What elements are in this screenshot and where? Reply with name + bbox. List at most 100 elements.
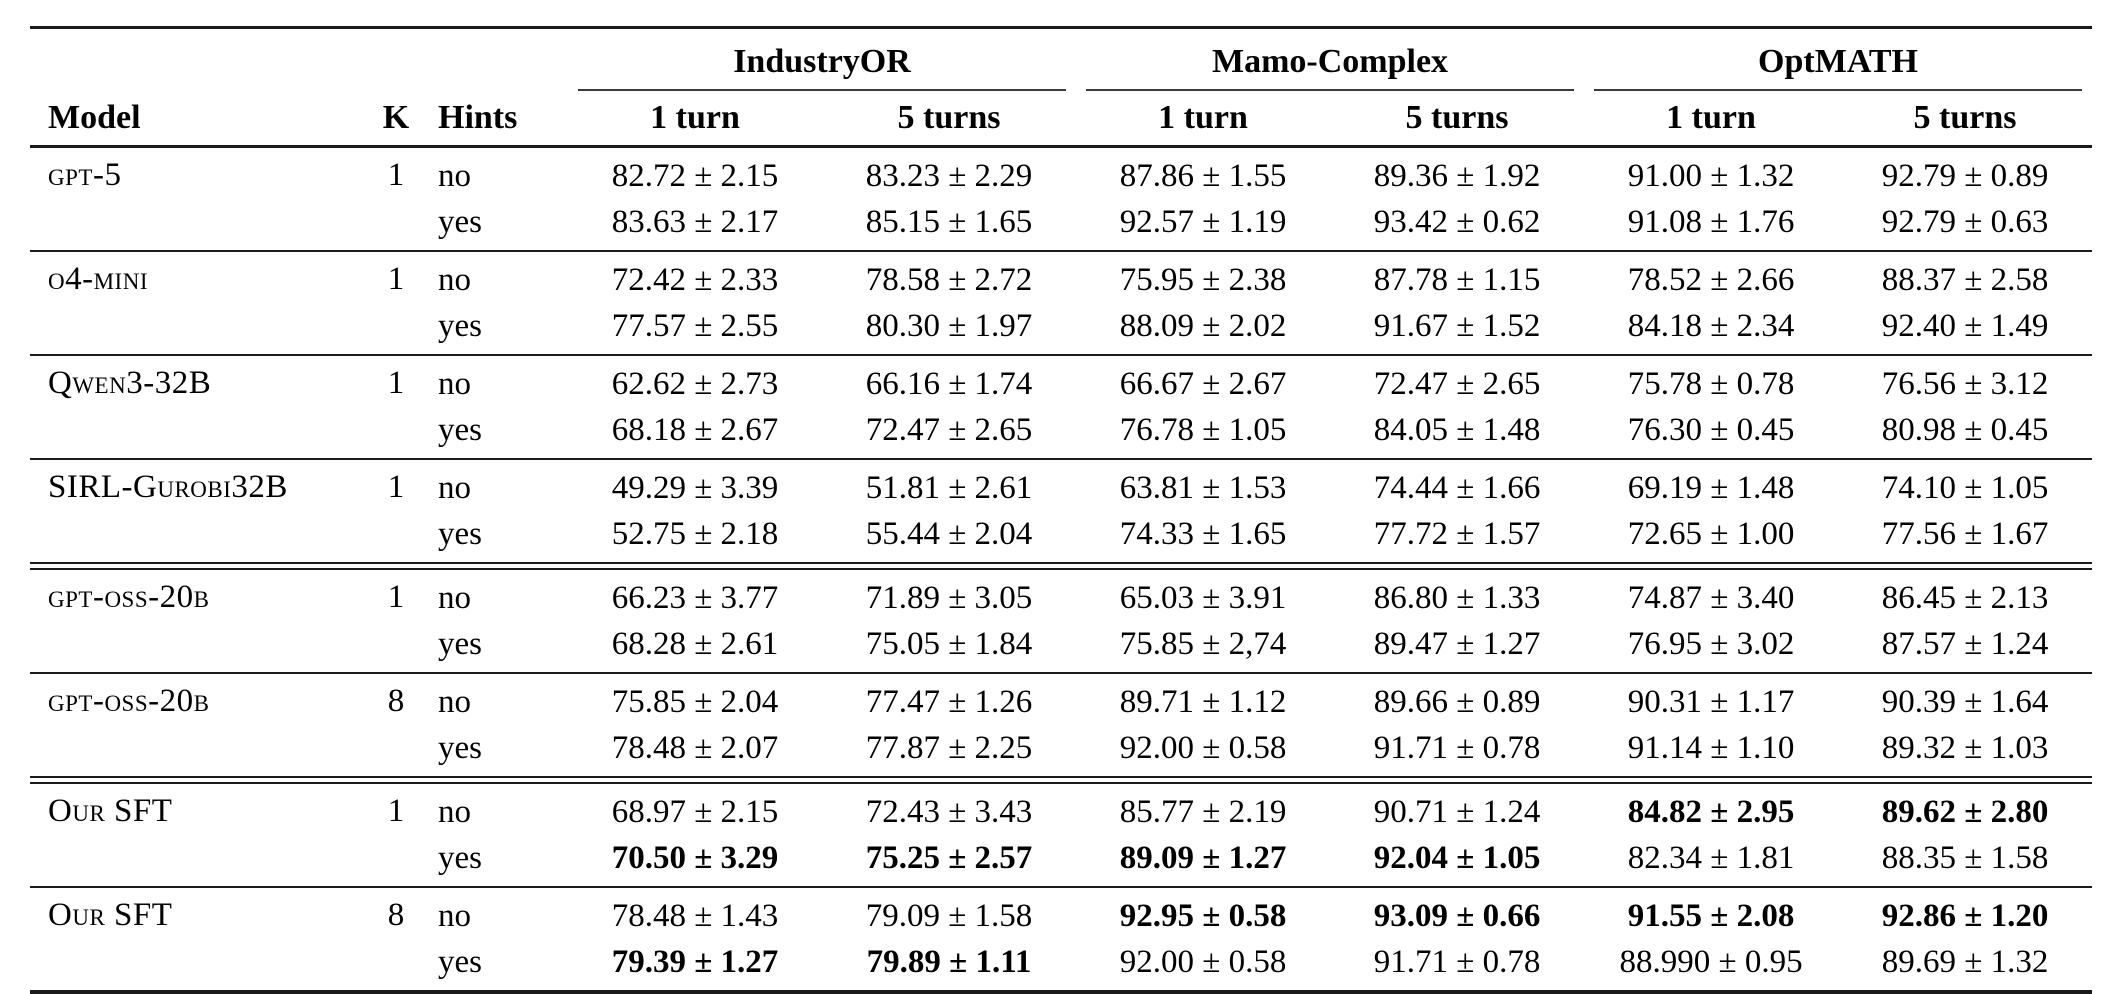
value-cell: 66.23 ± 3.77 (611, 579, 779, 616)
value-cell: 91.71 ± 0.78 (1373, 943, 1541, 980)
value-cell: 93.42 ± 0.62 (1373, 203, 1541, 240)
table-row: gpt-5 1 no 82.72 ± 2.15 83.23 ± 2.29 87.86 ± … (30, 147, 2092, 200)
column-header-row: Model K Hints 1 turn 5 turns 1 turn 5 tu… (30, 91, 2093, 148)
single-rule-separator (30, 458, 2093, 460)
k-cell: 1 (387, 469, 405, 505)
value-cell: 78.48 ± 2.07 (611, 729, 779, 766)
hints-cell: yes (438, 203, 482, 240)
header-spacer (30, 28, 568, 92)
value-cell: 92.79 ± 0.89 (1881, 157, 2049, 194)
value-cell: 89.71 ± 1.12 (1119, 683, 1287, 720)
hints-cell: no (438, 469, 471, 506)
model-block: Qwen3-32B 1 no 62.62 ± 2.73 66.16 ± 1.74 66.6… (30, 356, 2092, 458)
value-cell: 52.75 ± 2.18 (611, 515, 779, 552)
value-cell: 90.31 ± 1.17 (1627, 683, 1795, 720)
value-cell: 91.71 ± 0.78 (1373, 729, 1541, 766)
table-row: Qwen3-32B 1 no 62.62 ± 2.73 66.16 ± 1.74 66.6… (30, 356, 2092, 407)
column-header-mamo-5turns: 5 turns (1330, 91, 1585, 148)
value-cell: 89.69 ± 1.32 (1881, 943, 2049, 980)
value-cell: 93.09 ± 0.66 (1373, 897, 1541, 934)
group-header-mamo-complex: Mamo-Complex (1076, 28, 1584, 92)
hints-cell: yes (438, 839, 482, 876)
k-cell: 1 (387, 261, 405, 297)
table-row: yes 78.48 ± 2.07 77.87 ± 2.25 92.00 ± 0.58 9… (30, 725, 2092, 776)
value-cell: 76.56 ± 3.12 (1881, 365, 2049, 402)
value-cell: 87.78 ± 1.15 (1373, 261, 1541, 298)
value-cell: 78.48 ± 1.43 (611, 897, 779, 934)
value-cell: 91.00 ± 1.32 (1627, 157, 1795, 194)
table-row: gpt-oss-20b 8 no 75.85 ± 2.04 77.47 ± 1.26 89… (30, 674, 2092, 725)
value-cell: 88.990 ± 0.95 (1619, 943, 1803, 980)
model-block: Our SFT 1 no 68.97 ± 2.15 72.43 ± 3.43 85.77 … (30, 784, 2092, 886)
value-cell: 86.80 ± 1.33 (1373, 579, 1541, 616)
k-cell: 8 (387, 897, 405, 933)
value-cell: 65.03 ± 3.91 (1119, 579, 1287, 616)
value-cell: 91.55 ± 2.08 (1627, 897, 1795, 934)
value-cell: 87.57 ± 1.24 (1881, 625, 2049, 662)
column-header-optmath-1turn: 1 turn (1584, 91, 1839, 148)
single-rule-separator (30, 354, 2093, 356)
value-cell: 88.35 ± 1.58 (1881, 839, 2049, 876)
value-cell: 77.56 ± 1.67 (1881, 515, 2049, 552)
value-cell: 88.09 ± 2.02 (1119, 307, 1287, 344)
value-cell: 85.15 ± 1.65 (865, 203, 1033, 240)
value-cell: 75.85 ± 2,74 (1119, 625, 1287, 662)
column-header-model: Model (30, 91, 370, 148)
table-row: yes 77.57 ± 2.55 80.30 ± 1.97 88.09 ± 2.02 9… (30, 303, 2092, 354)
column-header-industryor-1turn: 1 turn (568, 91, 822, 148)
value-cell: 92.79 ± 0.63 (1881, 203, 2049, 240)
value-cell: 79.89 ± 1.11 (866, 943, 1032, 980)
separator-rule (30, 250, 2093, 252)
value-cell: 84.82 ± 2.95 (1627, 793, 1795, 830)
hints-cell: yes (438, 515, 482, 552)
value-cell: 92.00 ± 0.58 (1119, 729, 1287, 766)
value-cell: 77.47 ± 1.26 (865, 683, 1033, 720)
value-cell: 89.32 ± 1.03 (1881, 729, 2049, 766)
model-block: gpt-5 1 no 82.72 ± 2.15 83.23 ± 2.29 87.86 ± … (30, 147, 2092, 251)
value-cell: 74.10 ± 1.05 (1881, 469, 2049, 506)
value-cell: 77.72 ± 1.57 (1373, 515, 1541, 552)
hints-cell: no (438, 793, 471, 830)
hints-cell: yes (438, 625, 482, 662)
value-cell: 82.72 ± 2.15 (611, 157, 779, 194)
separator-rule (30, 354, 2093, 356)
value-cell: 90.71 ± 1.24 (1373, 793, 1541, 830)
table-row: yes 68.28 ± 2.61 75.05 ± 1.84 75.85 ± 2,74 8… (30, 621, 2092, 672)
value-cell: 91.14 ± 1.10 (1627, 729, 1795, 766)
hints-cell: no (438, 157, 471, 194)
hints-cell: no (438, 365, 471, 402)
value-cell: 70.50 ± 3.29 (611, 839, 779, 876)
value-cell: 72.47 ± 2.65 (1373, 365, 1541, 402)
table-row: o4-mini 1 no 72.42 ± 2.33 78.58 ± 2.72 75.95 … (30, 252, 2092, 303)
model-cell: gpt-oss-20b (48, 683, 210, 719)
value-cell: 78.52 ± 2.66 (1627, 261, 1795, 298)
value-cell: 91.08 ± 1.76 (1627, 203, 1795, 240)
table-row: yes 70.50 ± 3.29 75.25 ± 2.57 89.09 ± 1.27 9… (30, 835, 2092, 886)
hints-cell: yes (438, 411, 482, 448)
value-cell: 68.28 ± 2.61 (611, 625, 779, 662)
value-cell: 76.30 ± 0.45 (1627, 411, 1795, 448)
table-row: SIRL-Gurobi32B 1 no 49.29 ± 3.39 51.81 ± 2.6… (30, 460, 2092, 511)
double-rule-separator (30, 776, 2093, 784)
value-cell: 86.45 ± 2.13 (1881, 579, 2049, 616)
value-cell: 72.42 ± 2.33 (611, 261, 779, 298)
table-row: gpt-oss-20b 1 no 66.23 ± 3.77 71.89 ± 3.05 65… (30, 570, 2092, 621)
model-cell: gpt-5 (48, 157, 122, 193)
separator-rule (30, 672, 2093, 674)
value-cell: 89.66 ± 0.89 (1373, 683, 1541, 720)
hints-cell: no (438, 897, 471, 934)
value-cell: 76.95 ± 3.02 (1627, 625, 1795, 662)
value-cell: 77.57 ± 2.55 (611, 307, 779, 344)
column-header-mamo-1turn: 1 turn (1076, 91, 1331, 148)
hints-cell: no (438, 261, 471, 298)
value-cell: 83.63 ± 2.17 (611, 203, 779, 240)
k-cell: 8 (387, 683, 405, 719)
model-block: gpt-oss-20b 8 no 75.85 ± 2.04 77.47 ± 1.26 89… (30, 674, 2092, 776)
value-cell: 69.19 ± 1.48 (1627, 469, 1795, 506)
model-cell: Our SFT (48, 793, 173, 829)
value-cell: 89.62 ± 2.80 (1881, 793, 2049, 830)
model-block: gpt-oss-20b 1 no 66.23 ± 3.77 71.89 ± 3.05 65… (30, 570, 2092, 672)
separator-rule (30, 776, 2093, 784)
value-cell: 74.33 ± 1.65 (1119, 515, 1287, 552)
